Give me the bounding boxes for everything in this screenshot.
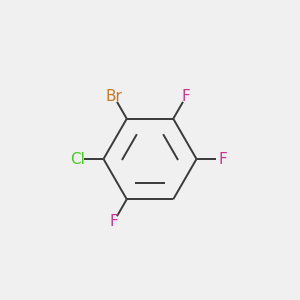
Text: Cl: Cl: [70, 152, 85, 166]
Text: Br: Br: [105, 88, 122, 104]
Text: F: F: [182, 88, 191, 104]
Text: F: F: [218, 152, 227, 166]
Text: F: F: [109, 214, 118, 230]
